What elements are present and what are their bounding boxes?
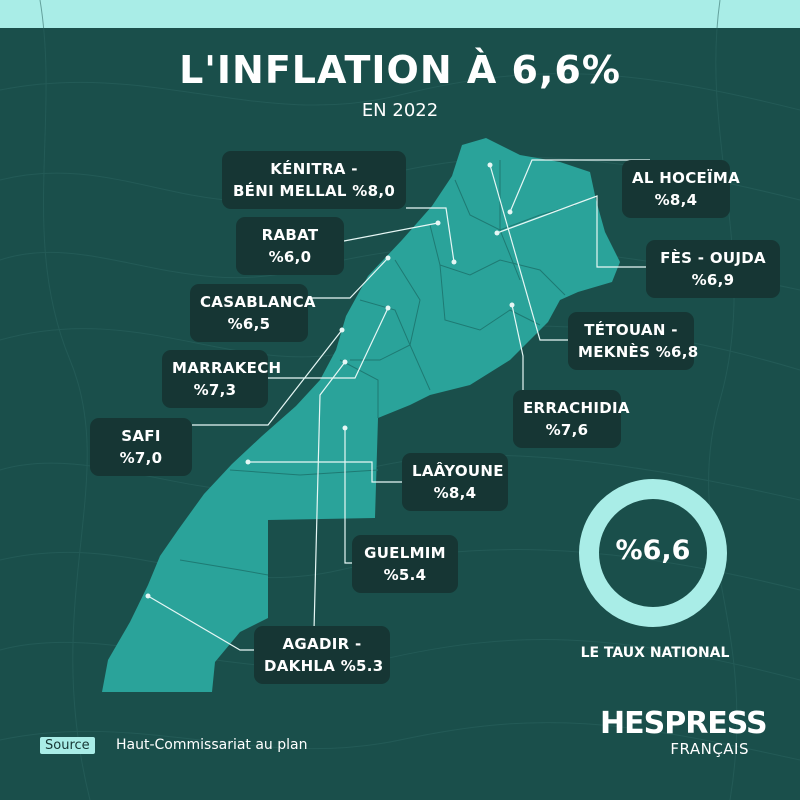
dot-rabat [435, 220, 441, 226]
dot-tetouan [487, 162, 493, 168]
label-casablanca: CASABLANCA %6,5 [190, 284, 316, 342]
region-rate: %7,6 [545, 421, 589, 439]
region-rate: MEKNÈS %6,8 [578, 343, 699, 361]
brand-subtitle: FRANÇAIS [670, 740, 749, 758]
region-rate: %7,0 [119, 449, 163, 467]
dot-safi [339, 327, 345, 333]
connector-lines [147, 159, 650, 651]
region-name: RABAT [261, 226, 319, 244]
region-borders [179, 160, 576, 576]
label-fes-oujda: FÈS - OUJDA %6,9 [646, 240, 780, 298]
top-accent-strip [0, 0, 800, 28]
region-name: SAFI [121, 427, 161, 445]
label-safi: SAFI %7,0 [90, 418, 192, 476]
label-tetouan-meknes: TÉTOUAN - MEKNÈS %6,8 [568, 312, 699, 370]
national-rate-label: LE TAUX NATIONAL [580, 645, 730, 661]
leader-agadir-dakhla [147, 595, 254, 651]
region-rate: %6,0 [268, 248, 312, 266]
region-rate: %6,5 [227, 315, 271, 333]
region-name: TÉTOUAN - [584, 321, 678, 339]
label-laayoune: LAÂYOUNE %8,4 [402, 453, 508, 511]
region-name: LAÂYOUNE [412, 462, 504, 480]
dot-al-hoceima [507, 209, 513, 215]
dot-marrakech [385, 305, 391, 311]
page-title: L'INFLATION À 6,6% [179, 48, 621, 92]
leader-marrakech [268, 307, 389, 379]
leader-tetouan-meknes [489, 164, 568, 341]
leader-casablanca [308, 257, 389, 299]
leader-fes-oujda [496, 195, 646, 268]
dot-fes [494, 230, 500, 236]
region-rate: BÉNI MELLAL %8,0 [232, 182, 396, 200]
region-name: MARRAKECH [172, 359, 282, 377]
leader-safi [192, 329, 343, 426]
national-rate-value: %6,6 [615, 535, 691, 566]
label-rabat: RABAT %6,0 [236, 217, 344, 275]
national-rate-ring [579, 479, 727, 627]
dot-guelmim [342, 425, 348, 431]
region-name: CASABLANCA [200, 293, 316, 311]
dot-casablanca [385, 255, 391, 261]
label-guelmim: GUELMIM %5.4 [352, 535, 458, 593]
source-tag: Source [40, 737, 95, 754]
dot-agadir [342, 359, 348, 365]
region-rate: %8,4 [654, 191, 698, 209]
source-text: Haut-Commissariat au plan [116, 737, 308, 753]
dot-dakhla [145, 593, 151, 599]
region-name: AGADIR - [282, 635, 362, 653]
region-name: AL HOCEÏMA [632, 169, 741, 187]
leader-laayoune [248, 461, 402, 483]
region-rate: DAKHLA %5.3 [264, 657, 384, 675]
dot-laayoune [245, 459, 251, 465]
region-rate: %8,4 [433, 484, 477, 502]
leader-errachidia [511, 304, 524, 398]
label-marrakech: MARRAKECH %7,3 [162, 350, 282, 408]
leader-al-hoceima [509, 159, 650, 213]
brand-logo: HESPRESS [600, 706, 768, 741]
region-name: GUELMIM [364, 544, 446, 562]
morocco-map [102, 138, 620, 692]
region-name: ERRACHIDIA [523, 399, 630, 417]
label-kenitra-beni-mellal: KÉNITRA - BÉNI MELLAL %8,0 [222, 151, 406, 209]
label-errachidia: ERRACHIDIA %7,6 [513, 390, 630, 448]
label-agadir-dakhla: AGADIR - DAKHLA %5.3 [254, 626, 390, 684]
region-rate: %5.4 [383, 566, 427, 584]
region-name: KÉNITRA - [270, 160, 358, 178]
dot-kenitra [451, 259, 457, 265]
page-subtitle: EN 2022 [361, 100, 439, 121]
leader-guelmim [344, 428, 352, 564]
leader-kenitra [406, 207, 455, 263]
leader-rabat [343, 222, 439, 242]
leader-agadir-north [313, 361, 346, 631]
label-al-hoceima: AL HOCEÏMA %8,4 [622, 160, 741, 218]
dot-errachidia [509, 302, 515, 308]
region-name: FÈS - OUJDA [660, 249, 766, 267]
region-rate: %7,3 [193, 381, 237, 399]
region-rate: %6,9 [691, 271, 735, 289]
city-dots [145, 162, 515, 599]
